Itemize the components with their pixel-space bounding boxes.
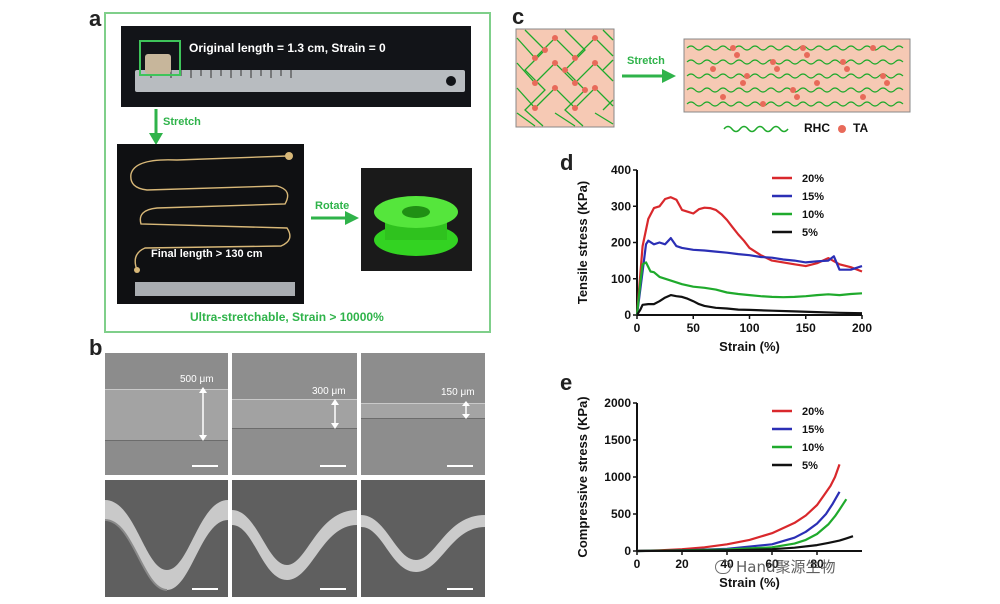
sem-top-150: 150 μm [361,353,485,475]
y-tick-label: 400 [611,163,631,177]
y-tick-label: 300 [611,199,631,213]
wechat-icon [715,559,731,574]
legend-label: 5% [802,227,818,239]
y-axis-label: Compressive stress (KPa) [575,396,590,557]
series-line-20pct [635,196,863,316]
series-line-10pct [635,261,863,316]
original-length-label: Original length = 1.3 cm, Strain = 0 [189,41,386,55]
series-line-20pct [636,464,841,553]
width-label-150: 150 μm [441,387,475,398]
relaxed-network-illustration [515,28,615,128]
scale-bar [447,465,473,467]
y-tick-label: 100 [611,272,631,286]
legend-label: 20% [802,406,824,418]
series-line-5pct [636,535,854,553]
sem-top-300: 300 μm [232,353,357,475]
series-line-5pct [636,294,863,316]
y-axis-label: Tensile stress (KPa) [575,181,590,304]
panel-d-letter: d [560,150,574,175]
y-tick-label: 200 [611,236,631,250]
scale-bar [192,588,218,590]
stretched-network-illustration [683,38,911,113]
sem-twist-1 [105,480,228,597]
series-line-15pct [635,236,863,316]
panel-a-caption: Ultra-stretchable, Strain > 10000% [190,310,384,324]
width-arrow-icon [462,401,470,419]
y-tick-label: 500 [611,507,631,521]
rotate-arrow-icon [311,211,359,225]
x-tick-label: 150 [796,321,816,335]
tensile-stress-chart: 0 50 100 150 200 0 100 200 300 400 Strain (%) Tensi… [575,163,872,354]
width-label-500: 500 μm [180,374,214,385]
spool-illustration [374,196,458,256]
y-tick-label: 2000 [604,396,631,410]
sample-highlight-box [139,40,181,76]
y-tick-label: 0 [624,544,631,558]
watermark: Hand聚源生物 [715,556,836,577]
rhc-legend-label: RHC [804,121,830,135]
sem-twist-2 [232,480,357,597]
legend-label: 15% [802,424,824,436]
sem-twist-3 [361,480,485,597]
panel-c-letter: c [512,4,525,29]
legend-label: 5% [802,460,818,472]
width-arrow-icon [199,387,207,441]
ta-legend-icon [838,125,846,133]
x-axis-label: Strain (%) [719,575,780,590]
stretched-fiber-illustration [130,152,295,296]
scale-bar [320,588,346,590]
legend-label: 20% [802,173,824,185]
twisted-ribbon-illustration [105,500,228,591]
panel-b-letter: b [89,335,103,360]
scale-bar [192,465,218,467]
x-tick-label: 100 [739,321,759,335]
y-tick-label: 1000 [604,470,631,484]
spool-photo [361,168,472,271]
scale-bar [320,465,346,467]
stretch-right-arrow-icon [622,69,676,83]
ruler-photo: Original length = 1.3 cm, Strain = 0 [121,26,471,107]
x-tick-label: 50 [687,321,701,335]
x-tick-label: 0 [634,557,641,571]
legend-label: 10% [802,442,824,454]
twisted-ribbon-illustration [232,510,357,580]
stretch-label-a: Stretch [163,116,201,128]
watermark-text: Hand聚源生物 [736,558,836,576]
sem-top-500: 500 μm [105,353,228,475]
stretch-label-c: Stretch [627,55,665,67]
y-tick-label: 0 [624,308,631,322]
legend-label: 10% [802,209,824,221]
panel-e-letter: e [560,370,573,395]
x-tick-label: 200 [852,321,872,335]
legend-label: 15% [802,191,824,203]
x-axis-label: Strain (%) [719,339,780,354]
width-arrow-icon [331,399,339,429]
x-tick-label: 60 [765,557,779,571]
stretch-down-arrow-icon [149,109,163,145]
final-length-photo: Final length > 130 cm [117,144,304,304]
width-label-300: 300 μm [312,386,346,397]
twisted-ribbon-illustration [361,515,485,572]
rotate-label: Rotate [315,200,350,212]
x-tick-label: 80 [810,557,824,571]
y-tick-label: 1500 [604,433,631,447]
scale-bar [447,588,473,590]
ruler-illustration [135,54,465,92]
x-tick-label: 20 [675,557,689,571]
rhc-legend-icon [723,125,789,133]
ta-legend-label: TA [853,121,869,135]
x-tick-label: 0 [634,321,641,335]
final-length-label: Final length > 130 cm [151,248,263,260]
panel-a-frame [104,12,491,333]
panel-a-letter: a [89,6,102,31]
